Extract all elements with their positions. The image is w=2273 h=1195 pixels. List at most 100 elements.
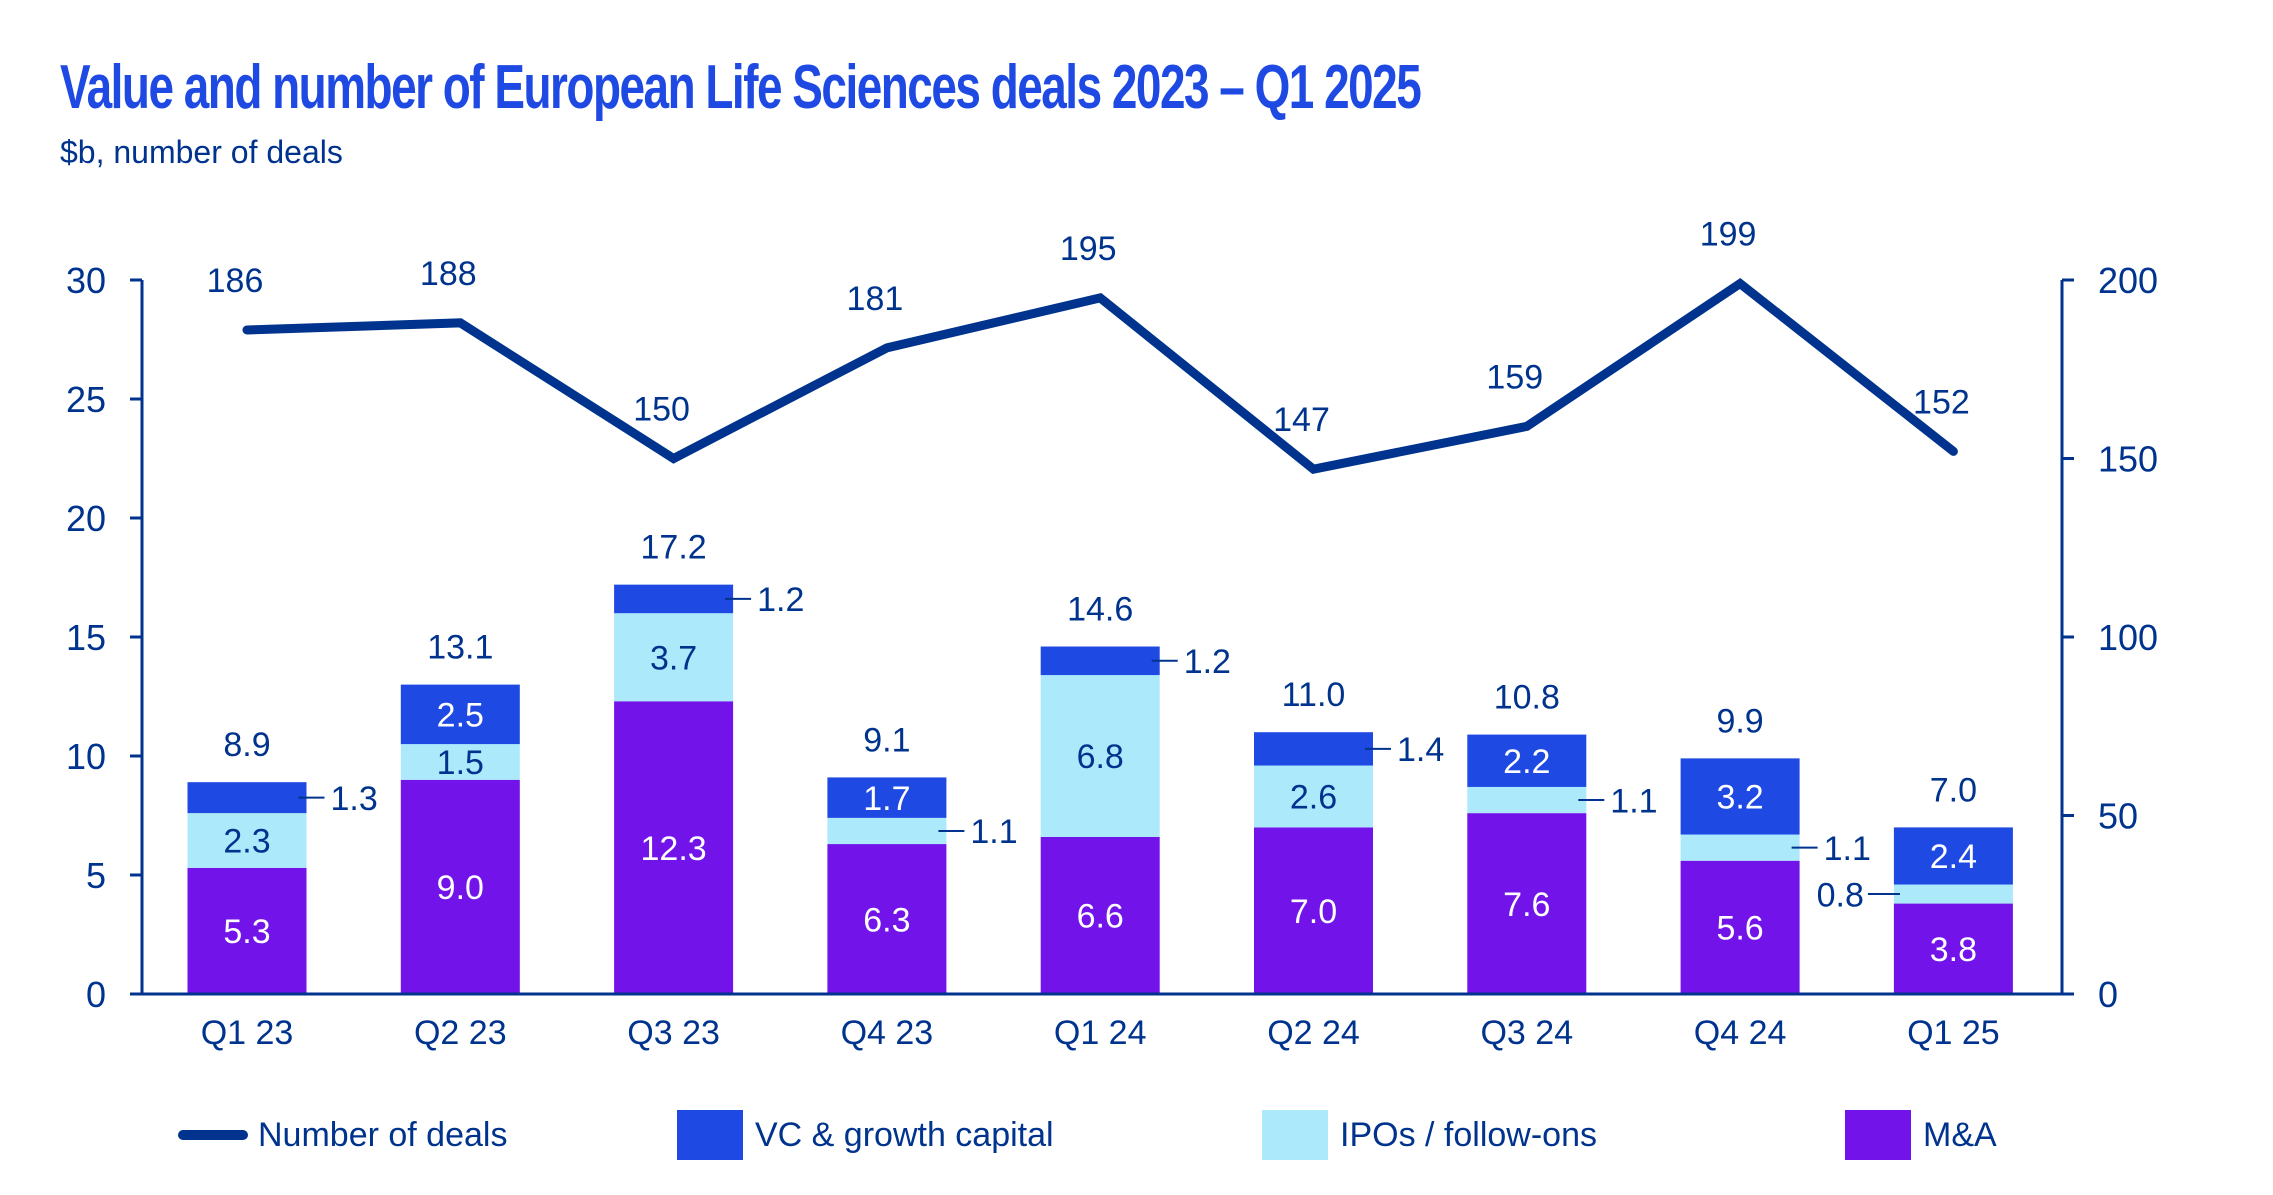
data-label-vc: 1.2 xyxy=(757,581,804,619)
right-tick-label: 0 xyxy=(2098,974,2118,1015)
deals-label: 181 xyxy=(847,280,904,318)
bar-segment-ipo xyxy=(1254,765,1373,828)
data-label-ipo: 0.8 xyxy=(1817,876,1864,914)
data-label-vc: 1.7 xyxy=(863,780,910,818)
total-label: 13.1 xyxy=(427,629,493,667)
total-label: 9.1 xyxy=(863,721,910,759)
left-tick-label: 10 xyxy=(66,736,106,777)
vc-swatch-icon xyxy=(677,1110,743,1160)
deals-label: 195 xyxy=(1060,230,1117,268)
legend-item-vc: VC & growth capital xyxy=(677,1100,1054,1170)
bar-segment-ma xyxy=(614,701,734,994)
bar-segment-ma xyxy=(1680,860,1800,994)
axes-layer: 0 5 10 15 20 25 30 0 50 100 150 200 xyxy=(66,260,2158,1015)
x-tick-label: Q2 23 xyxy=(414,1014,507,1052)
labels-layer: 5.3 2.3 1.3 8.9 Q1 23 9.0 1.5 2.5 13.1 Q2 23 12.3 3… xyxy=(201,216,2000,1052)
data-label-vc: 2.2 xyxy=(1503,743,1550,781)
data-label-ma: 5.3 xyxy=(223,913,270,951)
deals-label: 147 xyxy=(1273,401,1330,439)
left-tick-label: 5 xyxy=(86,855,106,896)
bar-segment-vc xyxy=(187,782,307,814)
left-tick-label: 15 xyxy=(66,617,106,658)
data-label-ipo: 3.7 xyxy=(650,639,697,677)
bar-segment-vc xyxy=(1680,758,1800,835)
bar-segment-ipo xyxy=(187,813,307,868)
legend-label: M&A xyxy=(1923,1115,1997,1154)
data-label-ma: 12.3 xyxy=(641,830,707,868)
legend: Number of deals VC & growth capital IPOs… xyxy=(0,1100,2273,1170)
data-label-ipo: 6.8 xyxy=(1077,738,1124,776)
data-label-ipo: 1.1 xyxy=(1610,782,1657,820)
data-label-ma: 5.6 xyxy=(1716,910,1763,948)
bar-segment-ipo xyxy=(400,744,520,780)
legend-item-ma: M&A xyxy=(1845,1100,1997,1170)
legend-label: Number of deals xyxy=(258,1115,508,1154)
data-label-ma: 9.0 xyxy=(437,869,484,907)
total-label: 11.0 xyxy=(1282,676,1346,714)
x-tick-label: Q1 25 xyxy=(1907,1014,2000,1052)
data-label-ma: 6.6 xyxy=(1077,898,1124,936)
data-label-ma: 7.6 xyxy=(1503,886,1550,924)
data-label-vc: 2.5 xyxy=(437,697,484,735)
deals-label: 152 xyxy=(1913,383,1970,421)
deals-label: 199 xyxy=(1700,216,1757,254)
bar-segment-ipo xyxy=(1467,786,1587,814)
bar-segment-vc xyxy=(1040,646,1160,676)
deals-line xyxy=(242,278,1958,475)
total-label: 14.6 xyxy=(1067,591,1133,629)
left-tick-label: 0 xyxy=(86,974,106,1015)
x-tick-label: Q1 24 xyxy=(1054,1014,1147,1052)
data-label-vc: 3.2 xyxy=(1716,779,1763,817)
bar-segment-ma xyxy=(1254,827,1373,994)
data-label-vc: 1.2 xyxy=(1184,643,1231,681)
total-label: 8.9 xyxy=(223,726,270,764)
deals-label: 188 xyxy=(420,255,477,293)
x-tick-label: Q3 23 xyxy=(627,1014,720,1052)
x-tick-label: Q4 24 xyxy=(1694,1014,1787,1052)
bar-segment-ipo xyxy=(1680,834,1800,861)
ipo-swatch-icon xyxy=(1262,1110,1328,1160)
right-tick-label: 150 xyxy=(2098,439,2158,480)
legend-label: IPOs / follow-ons xyxy=(1340,1115,1597,1154)
deals-label: 186 xyxy=(207,262,264,300)
bar-segment-ipo xyxy=(827,817,947,845)
legend-label: VC & growth capital xyxy=(755,1115,1054,1154)
data-label-ipo: 1.5 xyxy=(437,744,484,782)
data-label-ma: 6.3 xyxy=(863,901,910,939)
x-tick-label: Q3 24 xyxy=(1480,1014,1573,1052)
right-tick-label: 100 xyxy=(2098,617,2158,658)
total-label: 7.0 xyxy=(1930,771,1977,809)
legend-item-deals: Number of deals xyxy=(178,1100,507,1170)
bar-segment-ma xyxy=(1893,903,2013,994)
bar-segment-ipo xyxy=(614,613,734,702)
data-label-vc: 1.4 xyxy=(1397,731,1444,769)
bar-segment-vc xyxy=(1467,734,1587,787)
bar-segment-vc xyxy=(614,584,734,614)
deals-label: 150 xyxy=(633,391,690,429)
data-label-ma: 7.0 xyxy=(1290,893,1337,931)
x-tick-label: Q4 23 xyxy=(841,1014,934,1052)
bar-segment-ma xyxy=(1040,836,1160,994)
data-label-ipo: 2.3 xyxy=(223,823,270,861)
x-tick-label: Q1 23 xyxy=(201,1014,294,1052)
left-tick-label: 20 xyxy=(66,498,106,539)
data-label-ma: 3.8 xyxy=(1930,931,1977,969)
ma-swatch-icon xyxy=(1845,1110,1911,1160)
chart-title: Value and number of European Life Scienc… xyxy=(60,53,1422,122)
legend-item-ipo: IPOs / follow-ons xyxy=(1262,1100,1597,1170)
deals-label: 159 xyxy=(1486,358,1543,396)
bar-segment-ma xyxy=(1467,813,1587,994)
data-label-vc: 2.4 xyxy=(1930,838,1977,876)
total-label: 10.8 xyxy=(1494,679,1560,717)
right-tick-label: 200 xyxy=(2098,260,2158,301)
bar-segment-ma xyxy=(187,867,307,994)
right-tick-label: 50 xyxy=(2098,796,2138,837)
left-tick-label: 25 xyxy=(66,379,106,420)
line-swatch-icon xyxy=(178,1130,248,1140)
x-tick-label: Q2 24 xyxy=(1267,1014,1360,1052)
line-layer xyxy=(242,278,1958,475)
data-label-ipo: 1.1 xyxy=(1824,830,1871,868)
bar-segment-vc xyxy=(400,684,520,745)
bar-segment-ipo xyxy=(1893,884,2013,904)
